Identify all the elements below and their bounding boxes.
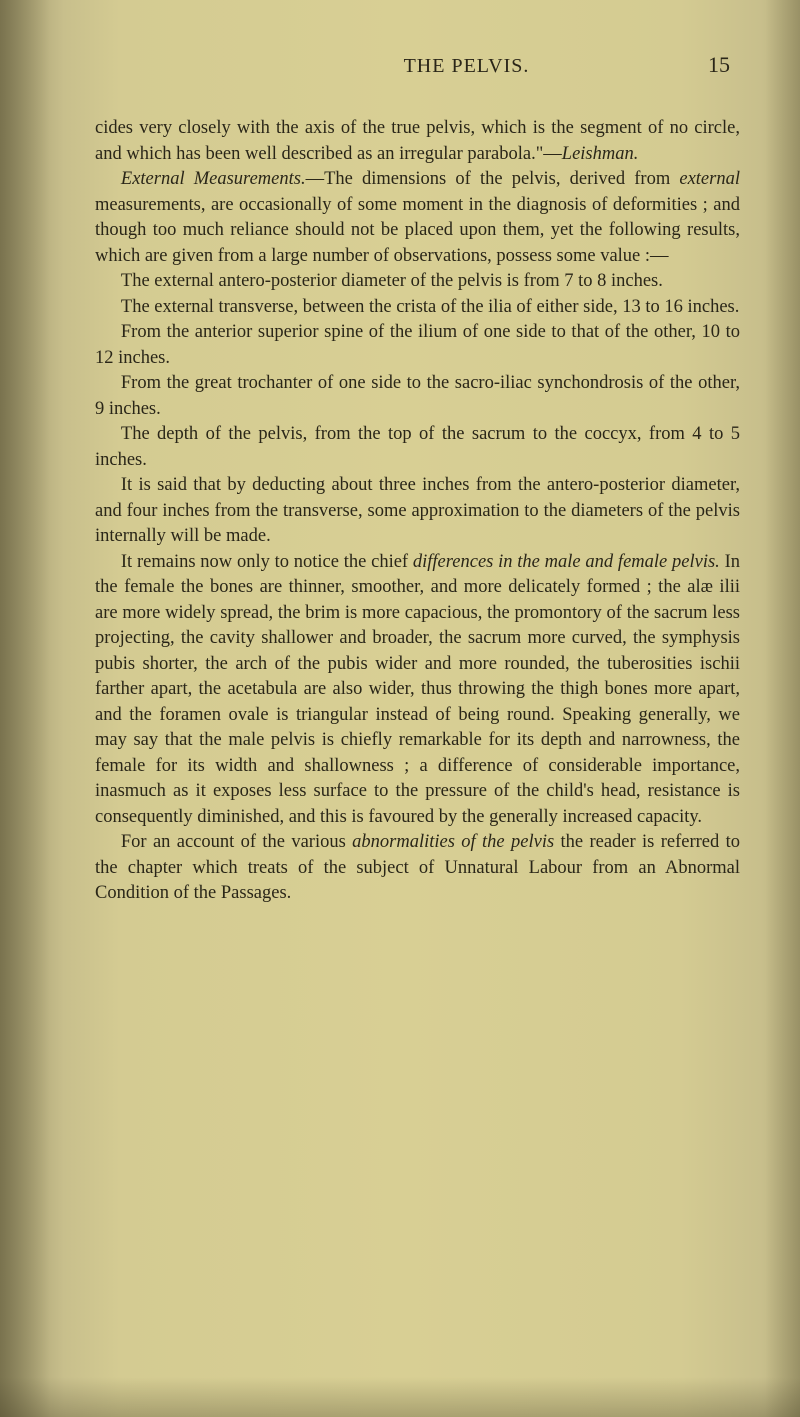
paragraph-3: The external antero-posterior diameter o… <box>95 269 740 295</box>
text-fragment: cides very closely with the axis of the … <box>95 118 740 164</box>
page-shadow-left <box>0 0 50 1417</box>
text-fragment: In the female the bones are thinner, smo… <box>95 552 740 827</box>
paragraph-2: External Measurements.—The dimensions of… <box>95 167 740 269</box>
paragraph-9: It remains now only to notice the chief … <box>95 550 740 831</box>
text-italic: differences in the male and female pelvi… <box>413 552 720 572</box>
paragraph-4: The external transverse, between the cri… <box>95 295 740 321</box>
text-italic: Leishman. <box>562 144 639 164</box>
page-shadow-bottom <box>0 1377 800 1417</box>
running-head: THE PELVIS. <box>105 55 708 78</box>
page-content: THE PELVIS. 15 cides very closely with t… <box>95 52 740 907</box>
paragraph-7: The depth of the pelvis, from the top of… <box>95 422 740 473</box>
paragraph-8: It is said that by deducting about three… <box>95 473 740 550</box>
body-text: cides very closely with the axis of the … <box>95 116 740 907</box>
text-fragment: For an account of the various <box>121 832 352 852</box>
page-header: THE PELVIS. 15 <box>95 52 740 78</box>
paragraph-1: cides very closely with the axis of the … <box>95 116 740 167</box>
page-shadow-right <box>765 0 800 1417</box>
page-number: 15 <box>708 52 730 78</box>
paragraph-6: From the great trochanter of one side to… <box>95 371 740 422</box>
paragraph-5: From the anterior superior spine of the … <box>95 320 740 371</box>
text-italic: External Measurements. <box>121 169 306 189</box>
text-fragment: —The dimensions of the pelvis, derived f… <box>306 169 680 189</box>
text-fragment: measurements, are occasionally of some m… <box>95 195 740 266</box>
text-fragment: It remains now only to notice the chief <box>121 552 413 572</box>
text-italic: external <box>679 169 740 189</box>
paragraph-10: For an account of the various abnormalit… <box>95 830 740 907</box>
text-italic: abnormalities of the pelvis <box>352 832 554 852</box>
